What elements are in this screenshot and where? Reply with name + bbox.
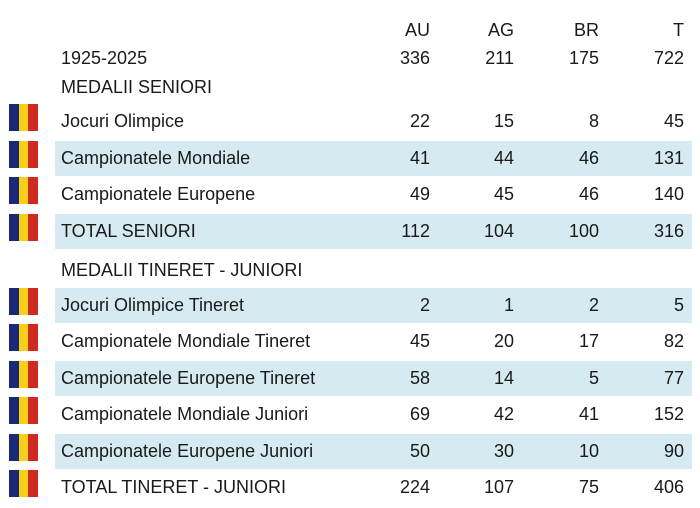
row-t: 45 xyxy=(663,111,684,131)
row-label: Campionatele Mondiale Juniori xyxy=(61,404,309,424)
romania-flag-icon xyxy=(9,141,39,168)
row-label: TOTAL TINERET - JUNIORI xyxy=(61,477,287,497)
period-label: 1925-2025 xyxy=(61,48,148,68)
romania-flag-icon xyxy=(9,324,39,351)
row-t: 82 xyxy=(663,331,684,351)
row-br: 8 xyxy=(588,111,599,131)
row-au: 112 xyxy=(401,221,430,241)
romania-flag-icon xyxy=(9,214,39,241)
juniors-total-row: TOTAL TINERET - JUNIORI 224 107 75 406 xyxy=(0,470,700,505)
row-t: 77 xyxy=(663,368,684,388)
row-t: 316 xyxy=(653,221,684,241)
period-ag: 211 xyxy=(485,48,514,68)
juniors-section-title: MEDALII TINERET - JUNIORI xyxy=(61,260,303,280)
row-br: 17 xyxy=(578,331,599,351)
row-au: 45 xyxy=(409,331,430,351)
table-row: Jocuri Olimpice Tineret 2 1 2 5 xyxy=(0,288,700,323)
column-header-au: AU xyxy=(404,20,430,40)
romania-flag-icon xyxy=(9,288,39,315)
row-au: 49 xyxy=(409,184,430,204)
romania-flag-icon xyxy=(9,397,39,424)
column-header-br: BR xyxy=(573,20,599,40)
row-label: TOTAL SENIORI xyxy=(61,221,196,241)
row-ag: 45 xyxy=(493,184,514,204)
row-label: Campionatele Europene Tineret xyxy=(61,368,316,388)
row-t: 5 xyxy=(673,295,684,315)
romania-flag-icon xyxy=(9,434,39,461)
row-ag: 30 xyxy=(493,441,514,461)
row-au: 22 xyxy=(409,111,430,131)
row-label: Campionatele Europene xyxy=(61,184,256,204)
row-br: 75 xyxy=(578,477,599,497)
period-br: 175 xyxy=(568,48,599,68)
column-header-t: T xyxy=(673,20,684,40)
row-au: 69 xyxy=(409,404,430,424)
table-row: Campionatele Mondiale 41 44 46 131 xyxy=(0,141,700,176)
table-row: Campionatele Europene Tineret 58 14 5 77 xyxy=(0,361,700,396)
seniors-total-row: TOTAL SENIORI 112 104 100 316 xyxy=(0,214,700,249)
table-row: Campionatele Mondiale Tineret 45 20 17 8… xyxy=(0,324,700,359)
row-label: Campionatele Mondiale xyxy=(61,148,251,168)
row-label: Campionatele Europene Juniori xyxy=(61,441,314,461)
table-row: Campionatele Europene 49 45 46 140 xyxy=(0,177,700,212)
seniors-section-title: MEDALII SENIORI xyxy=(61,77,213,97)
table-row: Campionatele Mondiale Juniori 69 42 41 1… xyxy=(0,397,700,432)
row-t: 140 xyxy=(653,184,684,204)
row-au: 2 xyxy=(419,295,430,315)
row-au: 58 xyxy=(409,368,430,388)
row-br: 46 xyxy=(578,148,599,168)
row-t: 90 xyxy=(663,441,684,461)
romania-flag-icon xyxy=(9,470,39,497)
row-au: 224 xyxy=(399,477,430,497)
column-header-ag: AG xyxy=(487,20,514,40)
row-t: 152 xyxy=(653,404,684,424)
table-row: Jocuri Olimpice 22 15 8 45 xyxy=(0,104,700,139)
romania-flag-icon xyxy=(9,104,39,131)
row-br: 5 xyxy=(588,368,599,388)
period-au: 336 xyxy=(399,48,430,68)
row-label: Campionatele Mondiale Tineret xyxy=(61,331,311,351)
table-row: Campionatele Europene Juniori 50 30 10 9… xyxy=(0,434,700,469)
row-t: 406 xyxy=(653,477,684,497)
row-ag: 107 xyxy=(483,477,514,497)
row-ag: 14 xyxy=(493,368,514,388)
row-br: 10 xyxy=(578,441,599,461)
row-ag: 44 xyxy=(493,148,514,168)
row-au: 41 xyxy=(409,148,430,168)
romania-flag-icon xyxy=(9,177,39,204)
row-label: Jocuri Olimpice Tineret xyxy=(61,295,245,315)
row-br: 46 xyxy=(578,184,599,204)
row-br: 41 xyxy=(578,404,599,424)
row-ag: 1 xyxy=(503,295,514,315)
row-ag: 104 xyxy=(483,221,514,241)
row-ag: 20 xyxy=(493,331,514,351)
romania-flag-icon xyxy=(9,361,39,388)
row-label: Jocuri Olimpice xyxy=(61,111,185,131)
row-ag: 15 xyxy=(493,111,514,131)
row-br: 100 xyxy=(568,221,599,241)
period-totals-row: 1925-2025 336 211 175 722 xyxy=(0,48,700,72)
period-t: 722 xyxy=(653,48,684,68)
row-au: 50 xyxy=(409,441,430,461)
row-t: 131 xyxy=(653,148,684,168)
row-br: 2 xyxy=(588,295,599,315)
row-ag: 42 xyxy=(493,404,514,424)
